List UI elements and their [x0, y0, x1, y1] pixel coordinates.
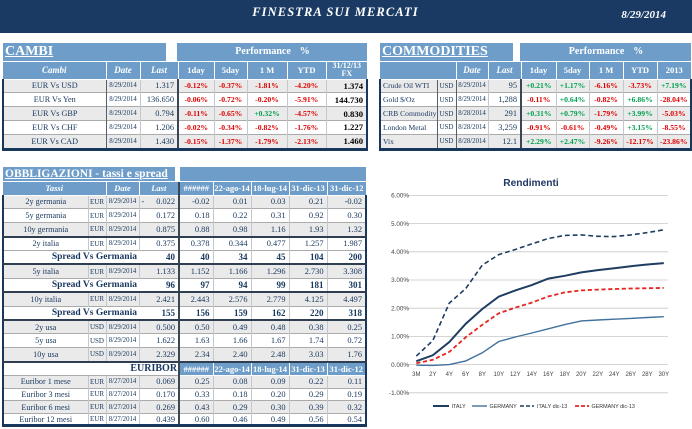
svg-text:4Y: 4Y	[446, 372, 453, 378]
svg-text:6Y: 6Y	[462, 372, 469, 378]
svg-text:1.00%: 1.00%	[391, 334, 409, 341]
svg-text:ITALY dic-13: ITALY dic-13	[537, 404, 567, 410]
svg-text:12Y: 12Y	[510, 372, 521, 378]
svg-text:18Y: 18Y	[559, 372, 570, 378]
svg-text:3.00%: 3.00%	[391, 277, 409, 284]
svg-text:2.00%: 2.00%	[391, 305, 409, 312]
svg-text:3M: 3M	[412, 372, 420, 378]
svg-text:8Y: 8Y	[479, 372, 486, 378]
svg-text:28Y: 28Y	[642, 372, 653, 378]
svg-text:2Y: 2Y	[429, 372, 436, 378]
svg-text:30Y: 30Y	[658, 372, 669, 378]
svg-text:GERMANY dic-13: GERMANY dic-13	[592, 404, 635, 410]
svg-text:16Y: 16Y	[543, 372, 554, 378]
svg-text:ITALY: ITALY	[452, 404, 467, 410]
svg-text:4.00%: 4.00%	[391, 249, 409, 256]
svg-text:24Y: 24Y	[609, 372, 620, 378]
svg-text:5.00%: 5.00%	[391, 221, 409, 228]
svg-text:26Y: 26Y	[625, 372, 636, 378]
svg-text:20Y: 20Y	[576, 372, 587, 378]
svg-text:Rendimenti: Rendimenti	[503, 178, 559, 189]
svg-text:10Y: 10Y	[493, 372, 504, 378]
svg-text:GERMANY: GERMANY	[490, 404, 518, 410]
svg-text:-1.00%: -1.00%	[389, 390, 409, 397]
svg-text:6.00%: 6.00%	[391, 193, 409, 200]
svg-text:0.00%: 0.00%	[391, 362, 409, 369]
svg-text:22Y: 22Y	[592, 372, 603, 378]
svg-text:14Y: 14Y	[526, 372, 537, 378]
